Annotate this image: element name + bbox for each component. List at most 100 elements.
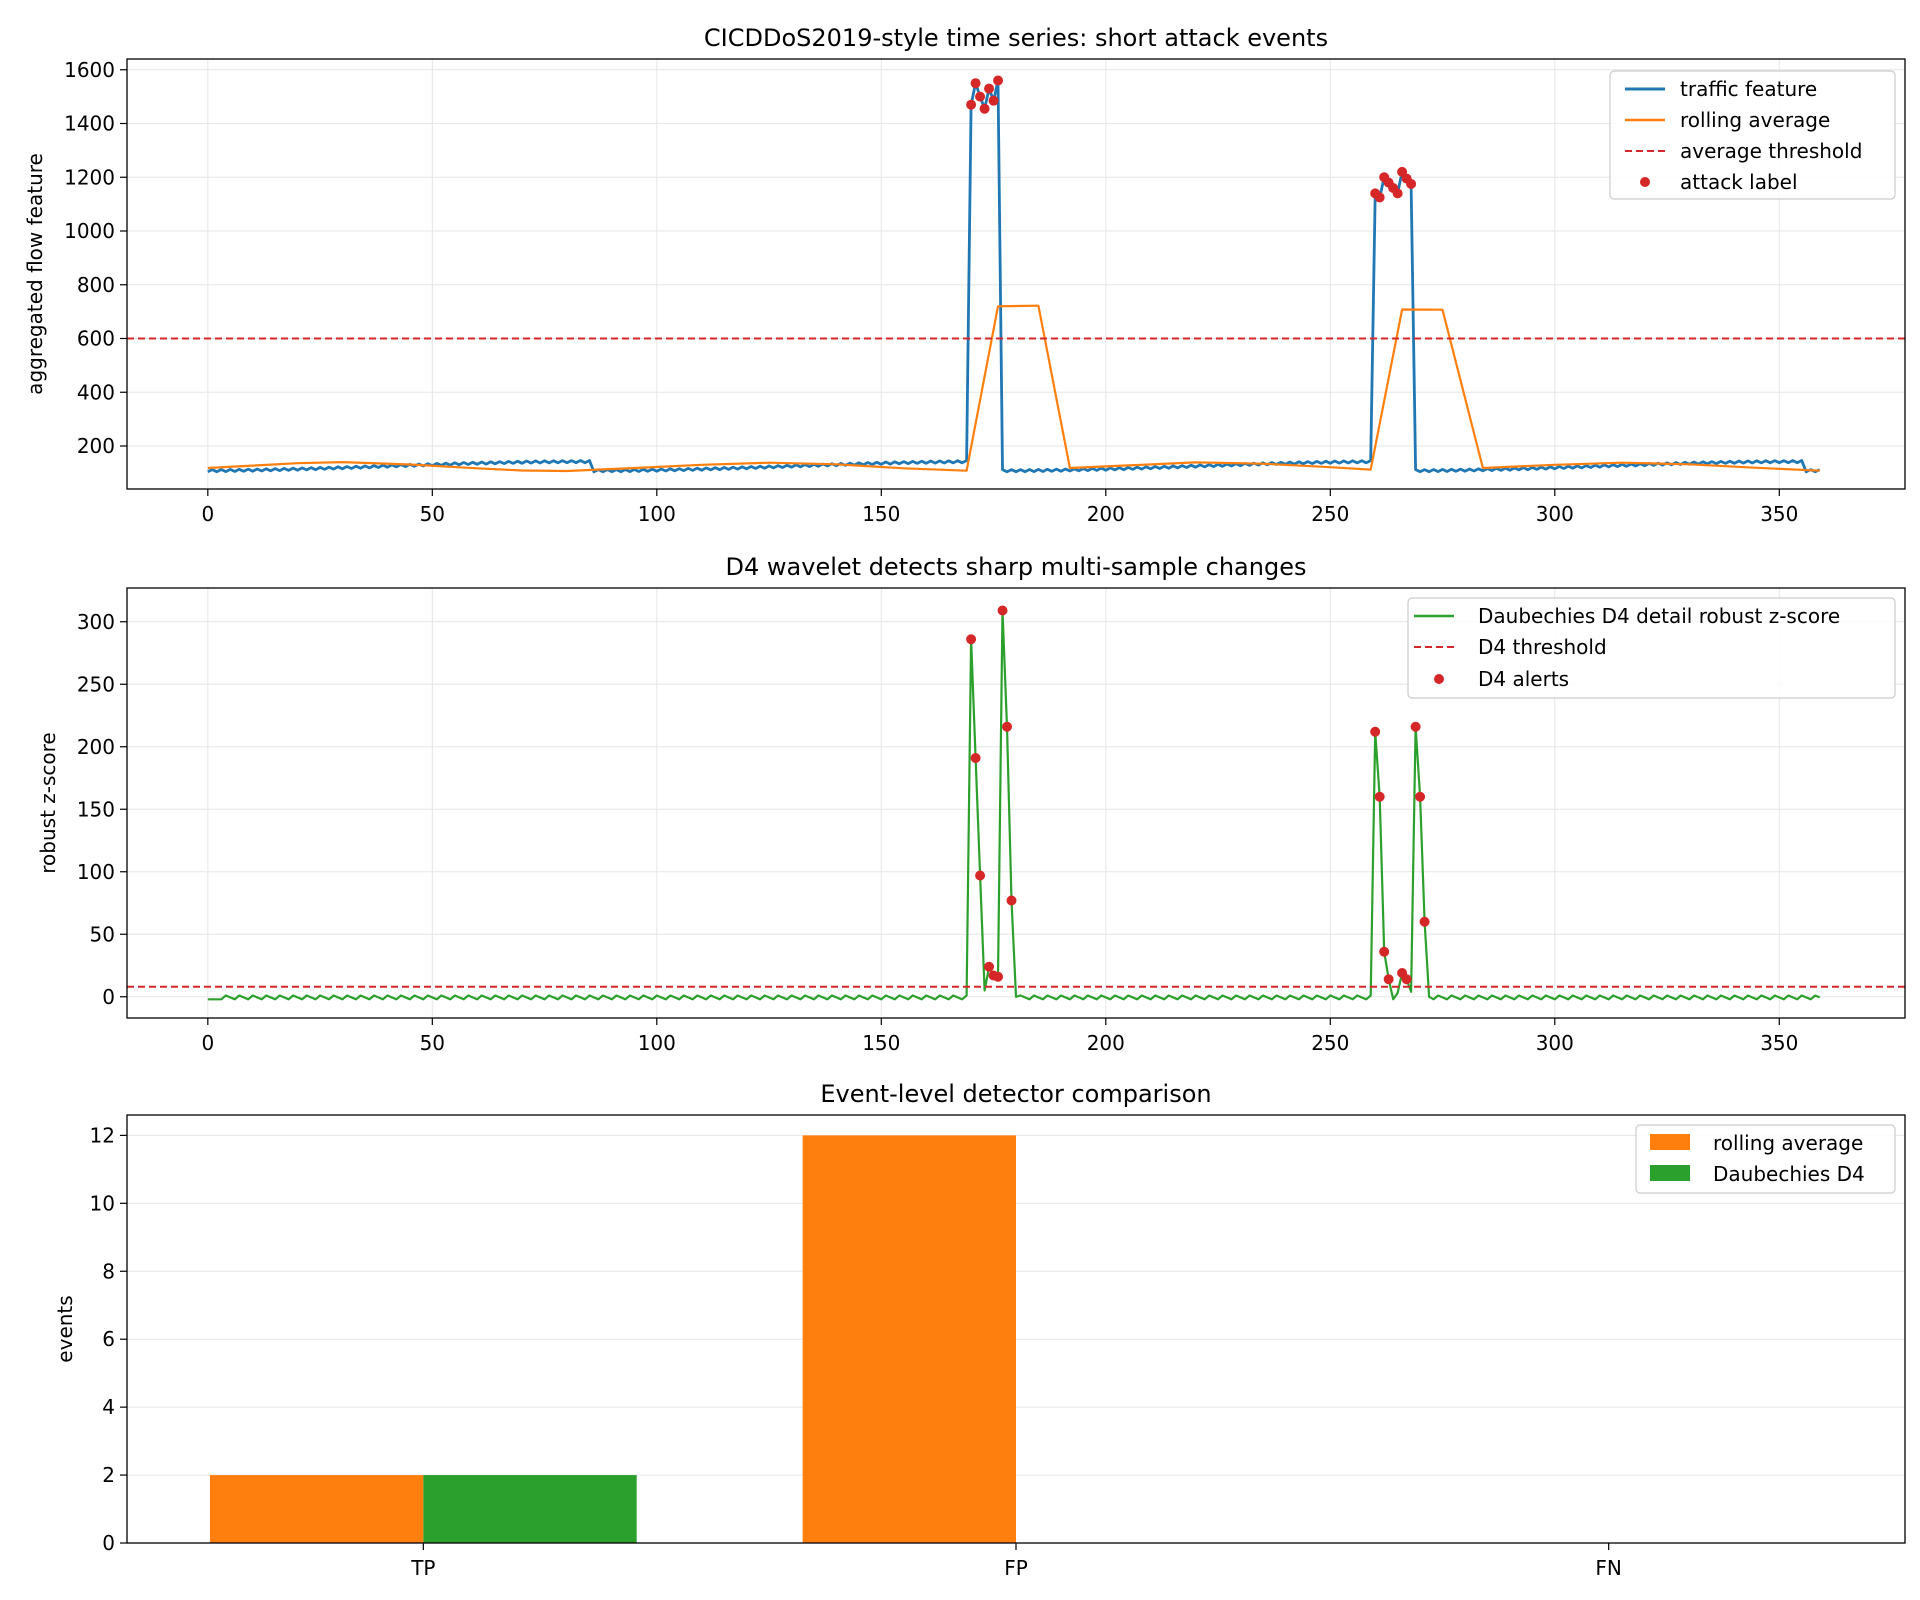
y-tick-label: 400 [77,380,115,404]
panel-traffic-ylabel: aggregated flow feature [23,153,47,395]
panel-traffic: 0 50 100 150 200 250 300 350 200 400 600 800 1000 12… [23,24,1906,526]
y-tick-label: 4 [102,1395,115,1419]
x-tick-label: 0 [201,502,214,526]
y-tick-label: 150 [77,797,115,821]
panel-traffic-background [127,59,1905,489]
point-attack-label [1406,178,1417,189]
y-tick-label: 200 [77,735,115,759]
panel-zscore-ylabel: robust z-score [36,732,60,873]
y-tick-label: 300 [77,610,115,634]
x-tick-label: 150 [862,1031,900,1055]
panel-zscore-legend: Daubechies D4 detail robust z-score D4 t… [1407,597,1896,699]
legend-swatch-rolling-average [1650,1134,1690,1150]
legend-box [1635,1124,1896,1194]
legend-label-average-threshold: average threshold [1680,139,1862,163]
bar-daubechies-d4-tp [423,1475,637,1543]
y-tick-label: 10 [90,1191,115,1215]
point-d4-alerts [966,634,977,645]
panel-comparison-title: Event-level detector comparison [820,1080,1211,1108]
x-tick-label: FN [1595,1556,1621,1580]
panel-zscore-y-ticks: 0 50 100 150 200 250 300 [77,610,127,1009]
point-attack-label [1392,188,1403,199]
series-daubechies-d4-detail-robust-z-score [207,609,1821,1001]
legend-box [1609,70,1896,200]
point-attack-label [979,103,990,114]
y-tick-label: 6 [102,1327,115,1351]
point-d4-alerts [1370,726,1381,737]
point-attack-label [1374,192,1385,203]
legend-label-rolling-average: rolling average [1713,1131,1863,1155]
y-tick-label: 1000 [64,219,115,243]
point-d4-alerts [1419,916,1430,927]
y-tick-label: 0 [102,985,115,1009]
y-tick-label: 1200 [64,165,115,189]
legend-box [1407,597,1896,699]
x-tick-label: 250 [1311,502,1349,526]
x-tick-label: 0 [201,1031,214,1055]
point-d4-alerts [984,961,995,972]
y-tick-label: 50 [90,922,115,946]
legend-label-traffic-feature: traffic feature [1680,77,1817,101]
x-tick-label: 200 [1087,502,1125,526]
legend-label-rolling-average: rolling average [1680,108,1830,132]
panel-traffic-title: CICDDoS2019-style time series: short att… [704,24,1328,52]
point-d4-alerts [993,971,1004,982]
point-d4-alerts [1410,721,1421,732]
x-tick-label: 350 [1760,502,1798,526]
point-attack-label [975,91,986,102]
panel-traffic-grid [127,59,1905,489]
panel-zscore-frame [126,587,1906,1019]
legend-swatch-daubechies-d4 [1650,1165,1690,1181]
x-tick-label: 250 [1311,1031,1349,1055]
x-tick-label: 100 [638,502,676,526]
legend-swatch-d4-alerts [1434,674,1444,684]
point-d4-alerts [1401,974,1412,985]
x-tick-label: 50 [420,502,445,526]
x-tick-label: TP [410,1556,435,1580]
legend-label-d4-zscore: Daubechies D4 detail robust z-score [1478,604,1840,628]
y-tick-label: 1400 [64,112,115,136]
bar-rolling-average-tp [209,1475,424,1543]
y-tick-label: 1600 [64,58,115,82]
point-d4-alerts [975,870,986,881]
point-attack-label [970,78,981,89]
panel-zscore-plot-area [127,605,1905,1001]
panel-comparison: TP FP FN 0 2 4 6 8 10 12 Event-level detector co… [53,1080,1906,1580]
y-tick-label: 2 [102,1463,115,1487]
y-tick-label: 12 [90,1123,115,1147]
legend-swatch-attack-label [1640,177,1650,187]
panel-traffic-x-ticks: 0 50 100 150 200 250 300 350 [201,489,1798,526]
y-tick-label: 250 [77,672,115,696]
panel-traffic-y-ticks: 200 400 600 800 1000 1200 1400 1600 [64,58,127,458]
y-tick-label: 0 [102,1531,115,1555]
series-rolling-average [207,304,1820,473]
point-attack-label [988,95,999,106]
point-attack-label [993,75,1004,86]
series-traffic-feature [207,79,1821,474]
point-d4-alerts [997,605,1008,616]
y-tick-label: 8 [102,1259,115,1283]
panel-traffic-frame [126,58,1906,490]
y-tick-label: 800 [77,273,115,297]
y-tick-label: 200 [77,434,115,458]
x-tick-label: 100 [638,1031,676,1055]
x-tick-label: 350 [1760,1031,1798,1055]
x-tick-label: 150 [862,502,900,526]
panel-zscore-x-ticks: 0 50 100 150 200 250 300 350 [201,1018,1798,1055]
point-d4-alerts [1006,895,1017,906]
legend-label-attack-label: attack label [1680,170,1798,194]
x-tick-label: 300 [1536,1031,1574,1055]
x-tick-label: 200 [1087,1031,1125,1055]
x-tick-label: 50 [420,1031,445,1055]
y-tick-label: 600 [77,327,115,351]
point-attack-label [984,83,995,94]
point-d4-alerts [1379,946,1390,957]
point-d4-alerts [1415,791,1426,802]
point-d4-alerts [1383,974,1394,985]
y-tick-label: 100 [77,860,115,884]
point-attack-label [966,99,977,110]
panel-traffic-legend: traffic feature rolling average average … [1609,70,1896,200]
x-tick-label: FP [1004,1556,1028,1580]
legend-label-d4-alerts: D4 alerts [1478,667,1569,691]
